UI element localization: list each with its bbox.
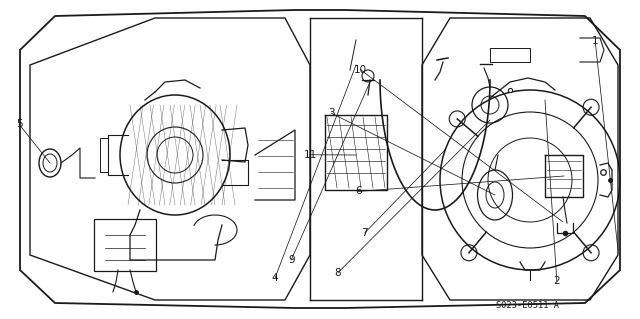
Text: 10: 10 xyxy=(354,64,367,75)
Text: 1: 1 xyxy=(592,36,598,47)
Text: 11: 11 xyxy=(304,150,317,160)
Text: 3: 3 xyxy=(328,108,335,118)
Text: 9: 9 xyxy=(288,255,294,265)
Text: 2: 2 xyxy=(554,276,560,286)
Text: 8: 8 xyxy=(335,268,341,278)
Text: S023-E0511 A: S023-E0511 A xyxy=(496,301,559,310)
Text: 5: 5 xyxy=(16,119,22,130)
Text: 6: 6 xyxy=(355,186,362,197)
Text: 7: 7 xyxy=(362,228,368,238)
Text: 4: 4 xyxy=(272,272,278,283)
